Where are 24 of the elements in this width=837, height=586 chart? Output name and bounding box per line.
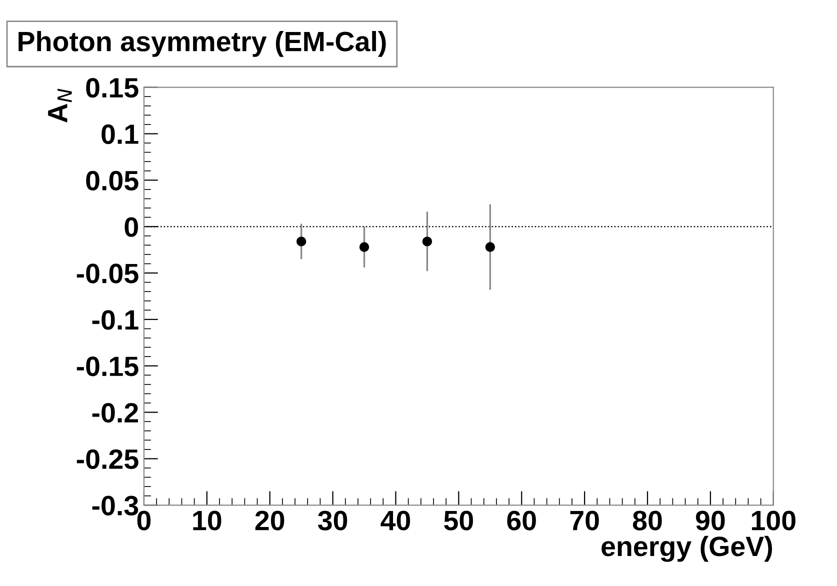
x-tick-label: 20 [255,510,284,530]
x-tick-label: 40 [380,510,410,530]
y-axis-title: A$_{N}$ [48,88,72,122]
x-tick-label: 30 [318,510,348,530]
y-tick-label: -0.05 [76,264,138,284]
x-tick-label: 80 [632,510,662,530]
x-axis-title: energy (GeV) [602,536,772,562]
x-tick-label: 50 [444,510,473,530]
y-tick-label: 0 [124,217,138,237]
x-tick-label: 60 [507,510,536,530]
x-tick-label: 0 [137,510,151,530]
x-tick-label: 100 [752,510,796,530]
y-tick-label: 0.1 [102,124,138,144]
y-tick-label: 0.15 [86,78,138,98]
y-tick-label: -0.3 [92,496,138,516]
y-tick-label: -0.1 [92,310,138,330]
x-tick-label: 70 [570,510,599,530]
y-tick-label: 0.05 [86,170,138,190]
y-tick-label: -0.25 [76,449,138,470]
x-tick-label: 10 [193,510,222,530]
y-tick-label: -0.2 [92,402,138,423]
y-tick-label: -0.15 [76,356,138,376]
x-tick-label: 90 [696,510,725,530]
chart-title: Photon asymmetry (EM-Cal) [18,31,386,57]
